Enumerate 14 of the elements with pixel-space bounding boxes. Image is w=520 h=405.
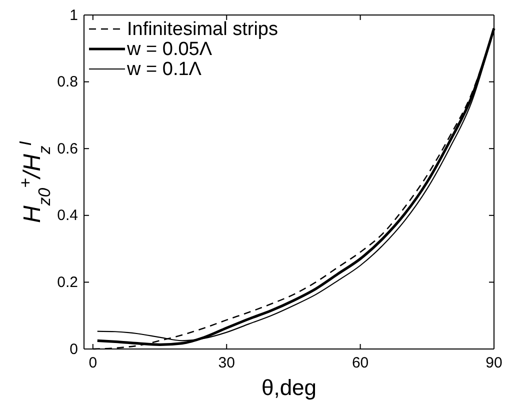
x-tick-label: 0 — [88, 354, 98, 372]
legend-label: Infinitesimal strips — [127, 19, 278, 40]
y-tick-label: 0.2 — [57, 274, 78, 291]
legend-label: w = 0.1Λ — [126, 59, 202, 80]
x-axis-title: θ,deg — [261, 375, 317, 400]
y-tick-label: 0.6 — [57, 140, 78, 158]
legend-label: w = 0.05Λ — [126, 39, 212, 60]
x-tick-label: 90 — [486, 354, 502, 372]
y-tick-label: 1 — [70, 6, 78, 24]
y-tick-label: 0 — [70, 340, 78, 358]
y-tick-label: 0.4 — [57, 207, 78, 224]
x-tick-label: 30 — [218, 354, 235, 372]
y-tick-label: 0.8 — [57, 74, 78, 91]
x-tick-label: 60 — [352, 354, 369, 372]
